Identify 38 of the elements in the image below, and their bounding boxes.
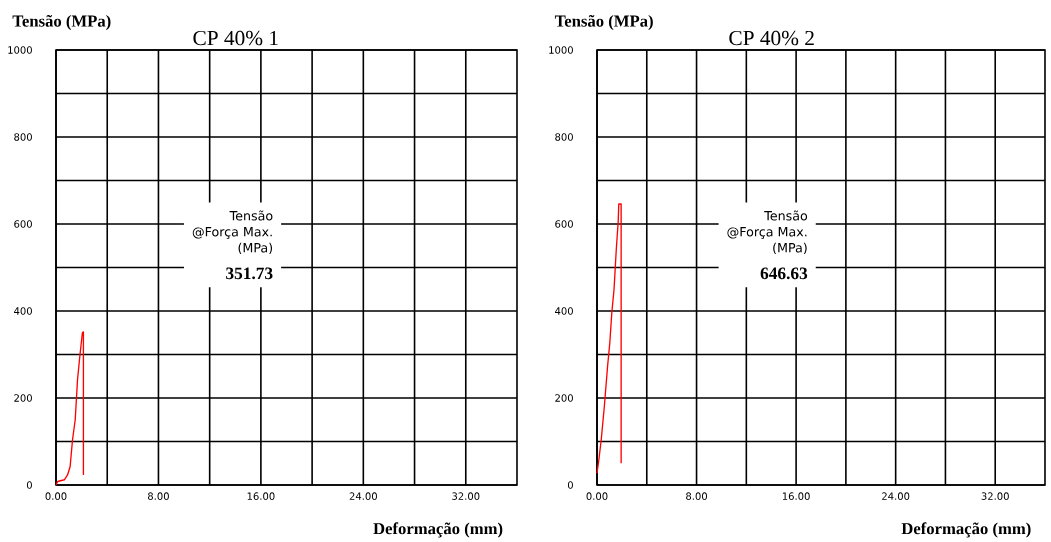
annotation: Tensão <box>764 210 808 221</box>
x-tick-label: 32.00 <box>452 492 480 500</box>
y-tick-label: 200 <box>14 394 32 402</box>
y-tick-label: 400 <box>14 307 32 315</box>
x-tick-label: 8.00 <box>686 492 708 500</box>
x-tick-label: 16.00 <box>782 492 810 500</box>
y-tick-label: 600 <box>14 220 32 228</box>
annotation: 646.63 <box>760 267 808 280</box>
y-tick-label: 1000 <box>8 46 32 54</box>
y-tick-label: 800 <box>14 133 32 141</box>
y-axis-title: Tensão (MPa) <box>554 14 653 31</box>
y-tick-label: 800 <box>555 133 573 141</box>
x-tick-label: 8.00 <box>147 492 169 500</box>
y-tick-label: 400 <box>555 307 573 315</box>
x-tick-label: 16.00 <box>247 492 275 500</box>
chart-title: CP 40% 2 <box>729 30 814 46</box>
chart-title: CP 40% 1 <box>193 30 278 46</box>
x-tick-label: 24.00 <box>349 492 377 500</box>
line-series <box>596 203 622 474</box>
annotation: (MPa) <box>773 242 807 255</box>
annotation: 351.73 <box>226 267 273 280</box>
x-tick-label: 24.00 <box>882 492 910 500</box>
y-tick-label: 1000 <box>549 46 573 54</box>
x-axis-title: Deformação (mm) <box>901 522 1031 538</box>
x-tick-label: 0.00 <box>45 492 67 500</box>
x-tick-label: 32.00 <box>981 492 1009 500</box>
y-axis-title: Tensão (MPa) <box>12 14 111 31</box>
y-tick-label: 200 <box>555 394 573 402</box>
annotation: @Força Max. <box>192 227 272 239</box>
x-axis-title: Deformação (mm) <box>373 522 503 538</box>
annotation: Tensão <box>229 210 273 221</box>
annotation: (MPa) <box>238 242 273 255</box>
annotation: @Força Max. <box>727 227 807 239</box>
y-tick-label: 0 <box>26 481 32 489</box>
y-tick-label: 0 <box>567 481 573 489</box>
line-series <box>55 331 85 486</box>
y-tick-label: 600 <box>555 220 573 228</box>
x-tick-label: 0.00 <box>586 492 608 500</box>
